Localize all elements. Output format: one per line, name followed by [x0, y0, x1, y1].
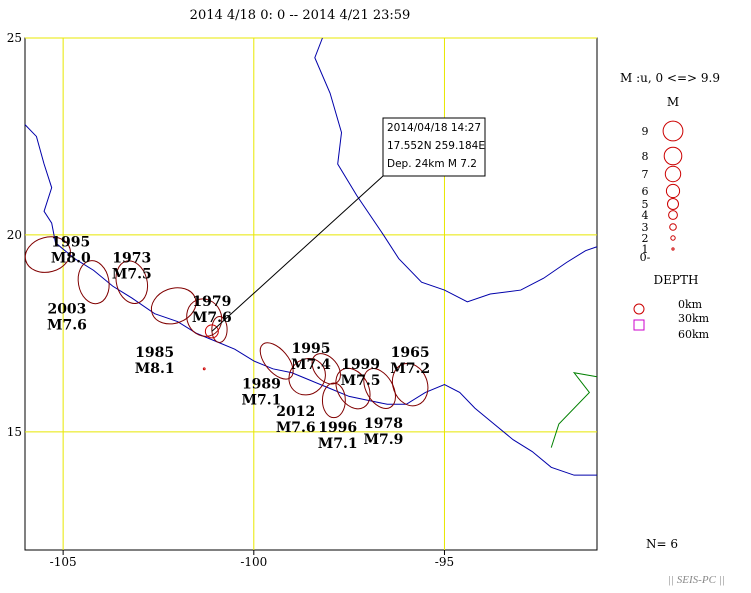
- footer-brand: || SEIS-PC ||: [668, 574, 725, 586]
- map-frame: [24, 37, 598, 551]
- legend-magnitude-label: 0-: [640, 251, 651, 264]
- rupture-zone-outline: [363, 368, 396, 409]
- zone-year-label: 1995: [292, 341, 331, 357]
- legend-magnitude-header: M: [667, 95, 679, 109]
- zone-magnitude-label: M7.2: [390, 361, 430, 377]
- gulf-coastline: [314, 37, 598, 303]
- legend-depth-label: 0km: [678, 298, 703, 311]
- earthquake-event-marker: [202, 367, 206, 371]
- rupture-zone-outline: [321, 382, 346, 419]
- legend-magnitude-circle: [668, 210, 678, 220]
- zone-year-label: 1995: [51, 235, 90, 251]
- pacific-coastline: [24, 124, 597, 476]
- zone-magnitude-label: M7.6: [47, 318, 87, 334]
- rupture-zone-outline: [311, 353, 341, 385]
- legend-magnitude-circle: [669, 223, 677, 231]
- legend-magnitude-circle: [670, 235, 676, 241]
- legend-magnitude-circle: [665, 183, 681, 199]
- map-title: 2014 4/18 0: 0 -- 2014 4/21 23:59: [189, 8, 411, 23]
- legend-magnitude-label: 9: [642, 125, 649, 138]
- legend-magnitude-circle: [664, 165, 682, 183]
- zone-year-label: 1999: [341, 357, 380, 373]
- zone-magnitude-label: M7.6: [276, 420, 316, 436]
- legend-magnitude-label: 2: [642, 232, 649, 245]
- zone-year-label: 1973: [112, 250, 151, 266]
- callout-line: 17.552N 259.184E: [387, 140, 485, 152]
- rupture-zone-outline: [288, 357, 326, 396]
- legend-magnitude-label: 1: [642, 243, 649, 256]
- legend-magnitude-circle: [671, 247, 675, 251]
- zone-magnitude-label: M8.0: [51, 251, 91, 267]
- zone-year-label: 2012: [276, 404, 315, 420]
- legend-magnitude-circle: [662, 120, 684, 142]
- zone-magnitude-label: M7.6: [192, 310, 232, 326]
- zone-magnitude-label: M7.4: [291, 357, 331, 373]
- rupture-zone-outline: [24, 236, 71, 273]
- zone-magnitude-label: M7.1: [241, 393, 281, 409]
- legend-depth-label: 30km: [678, 312, 710, 325]
- x-tick-label: -100: [240, 555, 267, 569]
- event-count: N= 6: [646, 537, 679, 551]
- legend-depth-header: DEPTH: [654, 273, 699, 287]
- zone-magnitude-label: M8.1: [135, 361, 175, 377]
- legend-magnitude-label: 7: [642, 168, 649, 181]
- legend-magnitude-label: 3: [642, 221, 649, 234]
- zone-magnitude-label: M7.5: [341, 373, 381, 389]
- rupture-zone-outline: [150, 287, 197, 325]
- zone-year-label: 1985: [135, 345, 174, 361]
- zone-magnitude-label: M7.9: [364, 432, 404, 448]
- legend-scale-label: M :u, 0 <=> 9.9: [620, 71, 720, 85]
- zone-year-label: 2003: [47, 302, 86, 318]
- callout-leader-line: [211, 175, 384, 332]
- rupture-zone-outline: [391, 362, 429, 407]
- rupture-zone-outline: [335, 367, 371, 410]
- guatemala-border: [550, 372, 598, 448]
- zone-year-label: 1979: [192, 294, 231, 310]
- legend-magnitude-circle: [663, 146, 683, 166]
- y-tick-label: 20: [7, 228, 22, 242]
- zone-magnitude-label: M7.1: [318, 436, 358, 452]
- legend-depth-label: 60km: [678, 328, 710, 341]
- earthquake-event-marker: [204, 324, 219, 339]
- rupture-zone-outline: [77, 260, 110, 305]
- x-tick-label: -105: [50, 555, 77, 569]
- legend-magnitude-label: 6: [642, 185, 649, 198]
- y-tick-label: 15: [7, 425, 22, 439]
- legend-depth-circle-symbol: [633, 303, 645, 315]
- callout-line: Dep. 24km M 7.2: [387, 158, 477, 170]
- zone-year-label: 1989: [242, 377, 281, 393]
- callout-box: [382, 117, 486, 177]
- legend-depth-square-symbol: [633, 319, 645, 331]
- legend-magnitude-label: 4: [642, 209, 649, 222]
- rupture-zone-outline: [259, 342, 294, 380]
- legend-magnitude-label: 5: [642, 198, 649, 211]
- zone-magnitude-label: M7.5: [112, 266, 152, 282]
- zone-year-label: 1978: [364, 416, 403, 432]
- zone-year-label: 1996: [318, 420, 357, 436]
- legend-magnitude-circle: [667, 198, 679, 210]
- y-tick-label: 25: [7, 31, 22, 45]
- legend-magnitude-label: 8: [642, 150, 649, 163]
- zone-year-label: 1965: [391, 345, 430, 361]
- callout-line: 2014/04/18 14:27: [387, 122, 481, 134]
- x-tick-label: -95: [435, 555, 454, 569]
- rupture-zone-outline: [211, 315, 228, 343]
- rupture-zone-outline: [115, 260, 149, 304]
